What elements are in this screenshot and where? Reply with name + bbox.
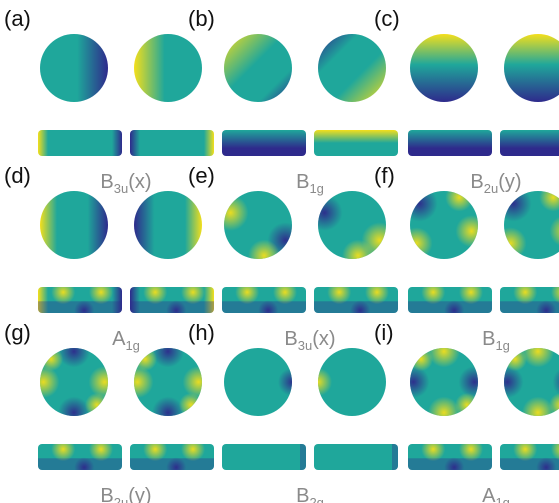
mode-bar (500, 444, 559, 470)
mode-bar (314, 444, 398, 470)
mode-panel: (f)B1g (374, 163, 559, 353)
symmetry-suffix: (y) (128, 485, 151, 503)
symmetry-label: A1g (482, 485, 510, 503)
mode-panel: (e)B3u(x) (188, 163, 398, 353)
symmetry-subscript: 1g (309, 181, 323, 196)
symmetry-subscript: 1g (495, 495, 509, 503)
mode-disc (318, 34, 386, 102)
mode-panel: (g) B2u(y) (4, 320, 214, 503)
panel-letter: (e) (188, 163, 215, 188)
symmetry-label: B1g (482, 328, 510, 353)
mode-bar (222, 130, 306, 156)
mode-bar (500, 130, 559, 156)
symmetry-base: B (470, 171, 483, 193)
mode-bar (38, 444, 122, 470)
mode-bar (130, 287, 214, 313)
mode-bar (222, 444, 306, 470)
symmetry-base: B (100, 171, 113, 193)
mode-disc (410, 191, 478, 259)
symmetry-label: A1g (112, 328, 140, 353)
mode-bar (314, 287, 398, 313)
symmetry-suffix: (x) (312, 328, 335, 350)
mode-bar (500, 287, 559, 313)
mode-bar (38, 287, 122, 313)
panel-letter: (a) (4, 6, 31, 31)
symmetry-base: B (100, 485, 113, 503)
mode-bar (314, 130, 398, 156)
symmetry-label: B2g (296, 485, 324, 503)
panel-letter: (f) (374, 163, 395, 188)
mode-disc (504, 34, 559, 102)
symmetry-base: B (284, 328, 297, 350)
mode-disc (134, 34, 202, 102)
mode-disc (318, 348, 386, 416)
mode-disc (410, 348, 478, 416)
mode-panel: (d) A1g (4, 163, 214, 353)
symmetry-subscript: 1g (125, 338, 139, 353)
panel-letter: (h) (188, 320, 215, 345)
mode-disc (40, 348, 108, 416)
mode-panel: (a) B3u(x) (4, 6, 214, 196)
symmetry-base: A (482, 485, 496, 503)
mode-disc (224, 191, 292, 259)
symmetry-base: B (296, 485, 309, 503)
panel-letter: (i) (374, 320, 394, 345)
symmetry-label: B1g (296, 171, 324, 196)
mode-disc (224, 348, 292, 416)
mode-bar (408, 444, 492, 470)
symmetry-subscript: 2u (484, 181, 498, 196)
mode-disc (40, 34, 108, 102)
symmetry-subscript: 3u (114, 181, 128, 196)
symmetry-label: B2u(y) (470, 171, 521, 196)
mode-disc (224, 34, 292, 102)
mode-panel: (i)A1g (374, 320, 559, 503)
symmetry-suffix: (y) (498, 171, 521, 193)
mode-bar (408, 287, 492, 313)
mode-disc (504, 191, 559, 259)
mode-bar (130, 130, 214, 156)
panel-letter: (g) (4, 320, 31, 345)
mode-disc (318, 191, 386, 259)
mode-bar (38, 130, 122, 156)
mode-disc (40, 191, 108, 259)
panel-letter: (d) (4, 163, 31, 188)
mode-disc (134, 191, 202, 259)
symmetry-subscript: 2g (309, 495, 323, 503)
mode-panel: (b) B1g (188, 6, 398, 196)
symmetry-label: B3u(x) (284, 328, 335, 353)
mode-panel: (c) B2u(y) (374, 6, 559, 196)
mode-disc (504, 348, 559, 416)
mode-bar (408, 130, 492, 156)
symmetry-suffix: (x) (128, 171, 151, 193)
panel-letter: (b) (188, 6, 215, 31)
symmetry-subscript: 3u (298, 338, 312, 353)
symmetry-label: B3u(x) (100, 171, 151, 196)
mode-bar (130, 444, 214, 470)
symmetry-base: B (482, 328, 495, 350)
symmetry-base: B (296, 171, 309, 193)
mode-panel: (h)B2g (188, 320, 398, 503)
mode-disc (134, 348, 202, 416)
mode-disc (410, 34, 478, 102)
symmetry-label: B2u(y) (100, 485, 151, 503)
symmetry-subscript: 2u (114, 495, 128, 503)
mode-bar (222, 287, 306, 313)
panel-letter: (c) (374, 6, 400, 31)
symmetry-subscript: 1g (495, 338, 509, 353)
symmetry-base: A (112, 328, 126, 350)
